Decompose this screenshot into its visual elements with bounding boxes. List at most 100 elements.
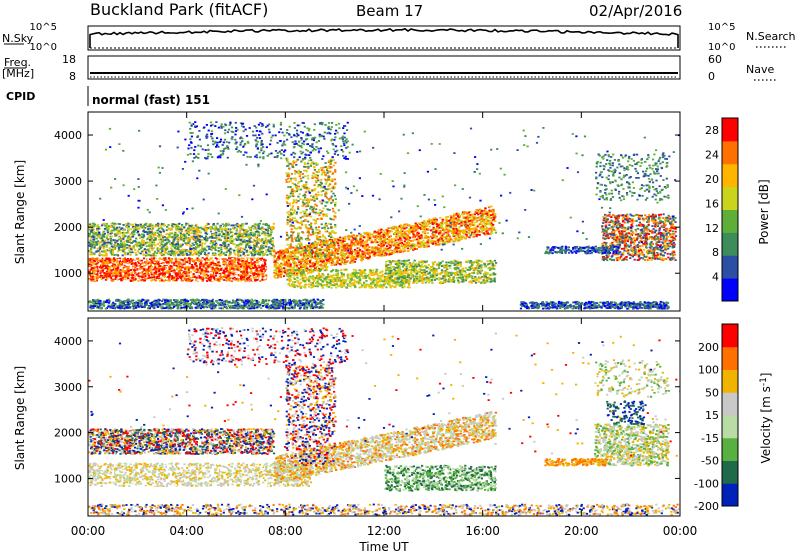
echo-cell (115, 228, 118, 231)
echo-cell (116, 229, 119, 232)
echo-cell (93, 266, 96, 269)
echo-cell (232, 300, 235, 303)
echo-cell (159, 248, 162, 251)
echo-cell (135, 273, 138, 276)
echo-cell (230, 304, 233, 307)
echo-cell (261, 273, 264, 275)
echo-cell (184, 301, 187, 304)
echo-cell (238, 273, 241, 276)
echo-cell (89, 239, 92, 242)
echo-cell (241, 299, 244, 302)
echo-cell (210, 245, 213, 248)
echo-cell (152, 254, 155, 257)
echo-cell (96, 262, 99, 265)
echo-cell (93, 242, 96, 244)
echo-cell (146, 262, 149, 265)
echo-cell (260, 227, 263, 230)
echo-cell (168, 240, 171, 242)
echo-cell (255, 263, 258, 266)
echo-cell (289, 307, 292, 310)
echo-cell (104, 266, 107, 268)
echo-cell (131, 224, 134, 226)
echo-cell (255, 228, 258, 231)
echo-cell (245, 242, 248, 244)
echo-cell (133, 266, 136, 269)
echo-cell (132, 241, 135, 243)
echo-cell (195, 299, 198, 302)
echo-cell (147, 272, 150, 275)
echo-cell (242, 224, 245, 227)
echo-cell (231, 231, 234, 234)
echo-cell (199, 249, 202, 251)
echo-cell (227, 262, 230, 264)
echo-cell (198, 304, 201, 307)
echo-cell (170, 227, 173, 230)
echo-cell (202, 263, 205, 266)
echo-cell (125, 224, 128, 226)
echo-cell (271, 254, 274, 257)
echo-cell (134, 229, 137, 231)
echo-cell (292, 298, 295, 301)
echo-cell (111, 306, 114, 309)
echo-cell (121, 243, 124, 246)
echo-cell (218, 269, 221, 271)
echo-cell (201, 298, 204, 301)
echo-cell (297, 305, 300, 307)
echo-cell (244, 266, 247, 268)
echo-cell (153, 271, 156, 274)
echo-cell (304, 303, 307, 306)
echo-cell (97, 240, 100, 243)
echo-cell (99, 268, 102, 271)
echo-cell (166, 252, 169, 255)
echo-cell (117, 270, 120, 273)
echo-cell (221, 307, 225, 310)
echo-cell (118, 230, 121, 233)
echo-cell (240, 250, 243, 253)
echo-cell (188, 263, 191, 266)
echo-cell (241, 240, 244, 243)
echo-cell (177, 271, 180, 274)
echo-cell (244, 271, 247, 274)
echo-cell (223, 247, 226, 250)
echo-cell (96, 274, 99, 277)
echo-cell (101, 223, 104, 225)
echo-cell (101, 263, 104, 265)
echo-cell (290, 302, 293, 305)
echo-cell (152, 243, 156, 245)
echo-cell (246, 257, 249, 259)
echo-cell (227, 278, 230, 281)
echo-cell (189, 265, 192, 267)
echo-cell (134, 275, 137, 278)
echo-cell (122, 278, 125, 281)
echo-cell (177, 301, 180, 304)
echo-cell (264, 263, 267, 266)
echo-cell (195, 273, 198, 275)
echo-cell (150, 279, 153, 282)
echo-cell (270, 307, 273, 310)
echo-cell (146, 274, 149, 277)
echo-cell (263, 261, 266, 264)
echo-cell (215, 231, 218, 234)
echo-cell (175, 270, 178, 273)
echo-cell (159, 236, 162, 239)
echo-cell (242, 266, 245, 268)
echo-cell (108, 258, 111, 260)
echo-cell (262, 247, 265, 249)
echo-cell (103, 272, 106, 274)
echo-cell (221, 258, 224, 260)
echo-cell (219, 224, 222, 227)
echo-cell (96, 229, 100, 232)
echo-cell (174, 252, 177, 255)
echo-cell (248, 236, 251, 238)
echo-cell (117, 250, 120, 253)
echo-cell (132, 304, 135, 306)
echo-cell (157, 248, 160, 251)
echo-cell (172, 243, 175, 246)
echo-cell (117, 305, 120, 307)
echo-cell (119, 271, 122, 274)
echo-cell (143, 268, 146, 270)
echo-cell (180, 271, 183, 273)
echo-cell (110, 232, 114, 234)
echo-cell (166, 232, 169, 235)
echo-cell (251, 225, 254, 227)
